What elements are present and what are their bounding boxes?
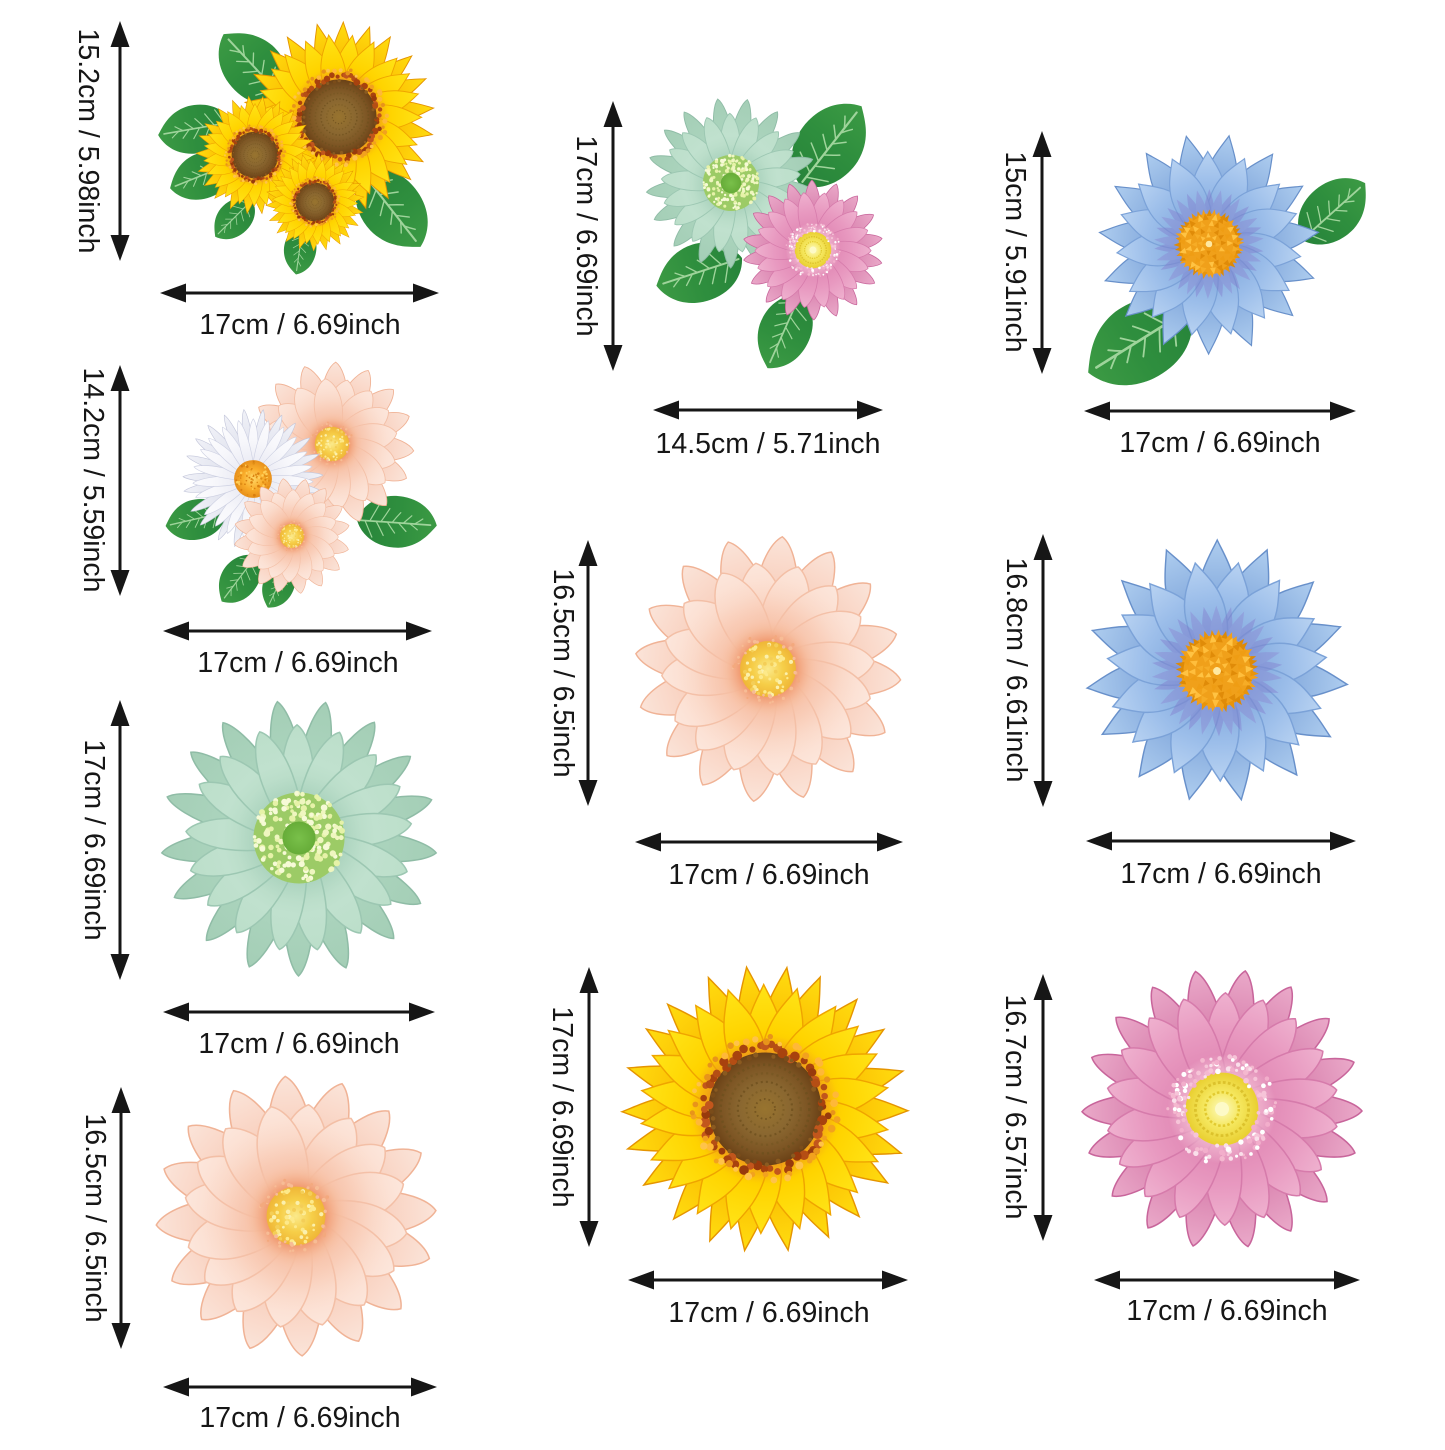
svg-text:17cm / 6.69inch: 17cm / 6.69inch: [78, 739, 110, 940]
svg-text:17cm / 6.69inch: 17cm / 6.69inch: [1120, 858, 1321, 890]
svg-text:17cm / 6.69inch: 17cm / 6.69inch: [546, 1006, 578, 1207]
svg-text:16.5cm / 6.5inch: 16.5cm / 6.5inch: [547, 568, 579, 777]
svg-text:17cm / 6.69inch: 17cm / 6.69inch: [197, 647, 398, 679]
svg-text:17cm / 6.69inch: 17cm / 6.69inch: [570, 135, 602, 336]
svg-text:16.5cm / 6.5inch: 16.5cm / 6.5inch: [79, 1113, 111, 1322]
svg-text:17cm / 6.69inch: 17cm / 6.69inch: [668, 1297, 869, 1329]
svg-text:15.2cm / 5.98inch: 15.2cm / 5.98inch: [72, 29, 104, 254]
svg-text:17cm / 6.69inch: 17cm / 6.69inch: [1119, 427, 1320, 459]
svg-text:17cm / 6.69inch: 17cm / 6.69inch: [199, 309, 400, 341]
svg-text:17cm / 6.69inch: 17cm / 6.69inch: [199, 1402, 400, 1434]
svg-text:16.7cm / 6.57inch: 16.7cm / 6.57inch: [999, 995, 1031, 1220]
svg-text:15cm / 5.91inch: 15cm / 5.91inch: [999, 151, 1031, 352]
svg-text:17cm / 6.69inch: 17cm / 6.69inch: [668, 859, 869, 891]
svg-text:17cm / 6.69inch: 17cm / 6.69inch: [1126, 1295, 1327, 1327]
svg-text:16.8cm / 6.61inch: 16.8cm / 6.61inch: [1000, 558, 1032, 783]
svg-text:14.2cm / 5.59inch: 14.2cm / 5.59inch: [77, 368, 109, 593]
svg-text:14.5cm / 5.71inch: 14.5cm / 5.71inch: [656, 428, 881, 460]
svg-text:17cm / 6.69inch: 17cm / 6.69inch: [198, 1028, 399, 1060]
